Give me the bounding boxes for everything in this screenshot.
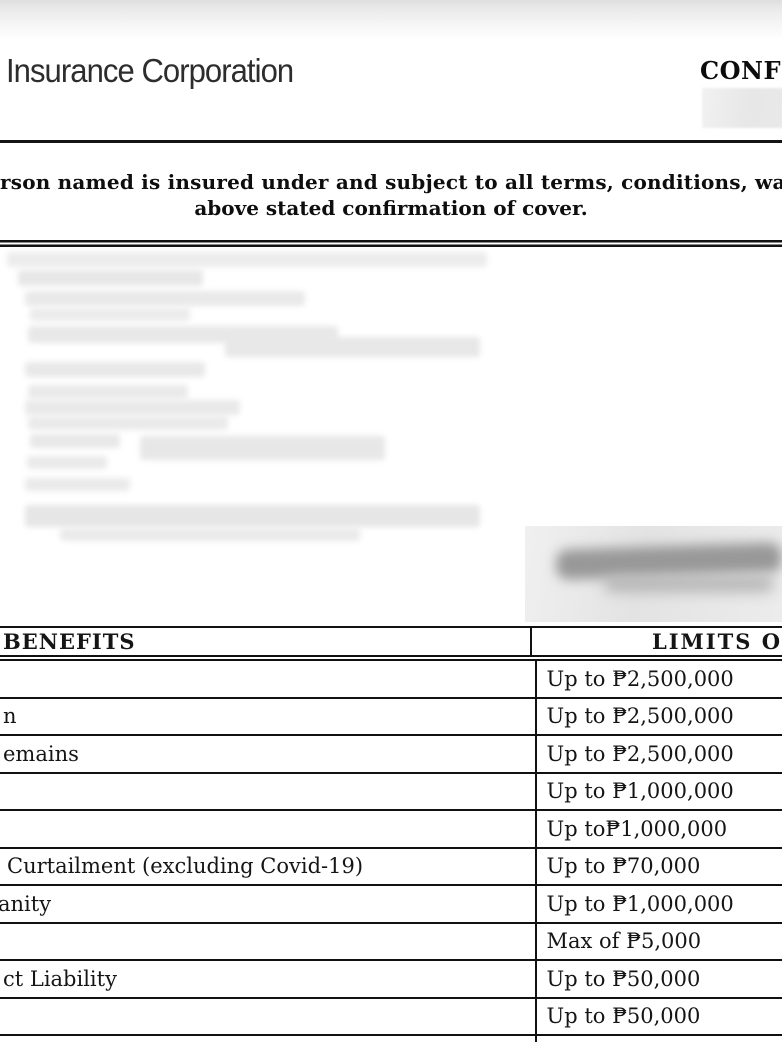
table-row: emains Up to ₱2,500,000 [0, 736, 782, 774]
limit-cell: Up to ₱2,500,000 [534, 736, 782, 772]
limit-cell: Up to ₱1,000,000 [534, 773, 782, 809]
limit-cell: Up to ₱70,000 [534, 848, 782, 884]
redacted-text-line [30, 434, 120, 448]
confirmation-title: CONFI [700, 56, 782, 85]
table-row: anity Up to ₱1,000,000 [0, 886, 782, 924]
double-horizontal-rule [0, 240, 782, 247]
benefit-cell [0, 774, 535, 810]
table-row: Up to₱1,000,000 [0, 811, 782, 849]
redacted-text-line [28, 385, 188, 399]
benefit-cell: Curtailment (excluding Covid-19) [7, 854, 364, 879]
redacted-text-line [25, 362, 205, 377]
notice-line-1: rson named is insured under and subject … [0, 170, 782, 194]
benefit-cell [0, 999, 535, 1035]
page-top-gradient [0, 0, 782, 42]
redacted-text-line [25, 478, 130, 491]
limit-cell: Up to ₱50,000 [534, 998, 782, 1034]
horizontal-rule [0, 140, 782, 143]
company-logo-text: Insurance Corporation [6, 52, 294, 89]
table-row: Max of ₱5,000 [0, 923, 782, 961]
table-row: Curtailment (excluding Covid-19) Up to ₱… [0, 848, 782, 886]
benefit-cell: emains [3, 741, 79, 766]
redacted-text-line [7, 252, 487, 267]
redacted-text-line [25, 505, 480, 527]
limit-cell: Up to ₱50,000 [534, 961, 782, 997]
benefit-cell [0, 661, 535, 697]
benefit-cell: ct Liability [3, 966, 117, 991]
redacted-text-line [25, 291, 305, 306]
insured-notice: rson named is insured under and subject … [0, 169, 782, 221]
redacted-text-line [60, 528, 360, 541]
redacted-text-line [18, 270, 203, 286]
redacted-text-line [140, 436, 385, 460]
limit-cell: Up to₱1,000,000 [534, 811, 782, 847]
redacted-text-line [25, 400, 240, 415]
benefits-table: BENEFITS LIMITS O Up to ₱2,500,000 n Up … [0, 626, 782, 1042]
limit-cell: Max of ₱5,000 [534, 923, 782, 959]
redacted-signature-stroke [604, 576, 774, 592]
table-row: Up to ₱1,000,000 [0, 773, 782, 811]
table-row: Up to ₱50,000 [0, 998, 782, 1036]
redacted-text-line [28, 416, 228, 430]
table-row [0, 1036, 782, 1042]
benefit-cell [0, 1036, 535, 1042]
limit-cell [534, 1036, 782, 1042]
benefit-cell [0, 811, 535, 847]
table-row: ct Liability Up to ₱50,000 [0, 961, 782, 999]
limit-cell: Up to ₱1,000,000 [534, 886, 782, 922]
redacted-text-line [27, 456, 107, 469]
table-row: n Up to ₱2,500,000 [0, 698, 782, 736]
benefit-cell: n [3, 704, 17, 729]
benefits-header-cell: BENEFITS [3, 629, 136, 654]
redacted-text-line [30, 308, 190, 321]
notice-line-2: above stated confirmation of cover. [194, 196, 588, 220]
limit-cell: Up to ₱2,500,000 [534, 661, 782, 697]
limit-cell: Up to ₱2,500,000 [534, 698, 782, 734]
benefit-cell [0, 924, 535, 960]
table-row: Up to ₱2,500,000 [0, 661, 782, 699]
table-header-row: BENEFITS LIMITS O [0, 628, 782, 661]
redacted-text-line [225, 337, 480, 357]
benefit-cell: anity [0, 891, 52, 916]
limits-header-cell: LIMITS O [529, 628, 782, 655]
redacted-confirmation-number [702, 88, 782, 128]
